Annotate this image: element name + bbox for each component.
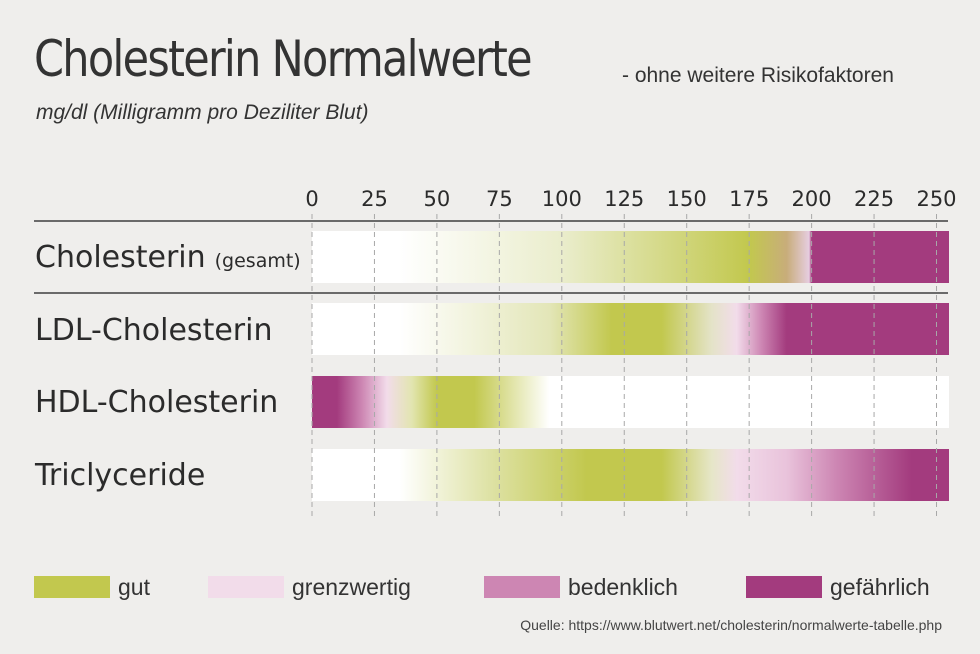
- legend-label-grenzwertig: grenzwertig: [292, 574, 411, 600]
- x-tick-label: 0: [305, 187, 318, 211]
- legend-swatch-gut: [34, 576, 110, 598]
- x-tick-label: 200: [792, 187, 832, 211]
- bar-cholesterin: [312, 231, 949, 283]
- unit-label: mg/dl (Milligramm pro Deziliter Blut): [36, 101, 369, 124]
- legend-swatch-grenzwertig: [208, 576, 284, 598]
- chart-plot: 0 25 50 75 100 125 150 175 200 225 250 Cholesterin…: [34, 187, 957, 520]
- x-tick-label: 50: [424, 187, 451, 211]
- legend-label-gefaehrlich: gefährlich: [830, 574, 930, 600]
- bar-hdl-cholesterin: [312, 376, 949, 428]
- chart-title: Cholesterin Normalwerte: [34, 30, 533, 88]
- title-row: Cholesterin Normalwerte: [34, 30, 612, 88]
- bar-ldl-cholesterin: [312, 303, 949, 355]
- row-label-suffix: (gesamt): [215, 250, 301, 272]
- legend-label-gut: gut: [118, 574, 150, 600]
- x-tick-label: 175: [729, 187, 769, 211]
- legend-swatch-bedenklich: [484, 576, 560, 598]
- x-tick-label: 125: [604, 187, 644, 211]
- bar-triclyceride: [312, 449, 949, 501]
- x-tick-label: 150: [667, 187, 707, 211]
- x-tick-label: 25: [361, 187, 388, 211]
- x-tick-label: 100: [542, 187, 582, 211]
- legend-label-bedenklich: bedenklich: [568, 574, 678, 600]
- row-label: Triclyceride: [34, 458, 205, 493]
- x-tick-label: 225: [854, 187, 894, 211]
- x-tick-label: 75: [486, 187, 513, 211]
- source-note: Quelle: https://www.blutwert.net/cholest…: [520, 617, 942, 633]
- legend-swatch-gefaehrlich: [746, 576, 822, 598]
- row-label: Cholesterin (gesamt): [35, 240, 301, 275]
- chart-subtitle: - ohne weitere Risikofaktoren: [622, 64, 894, 87]
- row-label: LDL-Cholesterin: [35, 313, 272, 348]
- row-label: HDL-Cholesterin: [35, 385, 278, 420]
- x-tick-label: 250: [916, 187, 956, 211]
